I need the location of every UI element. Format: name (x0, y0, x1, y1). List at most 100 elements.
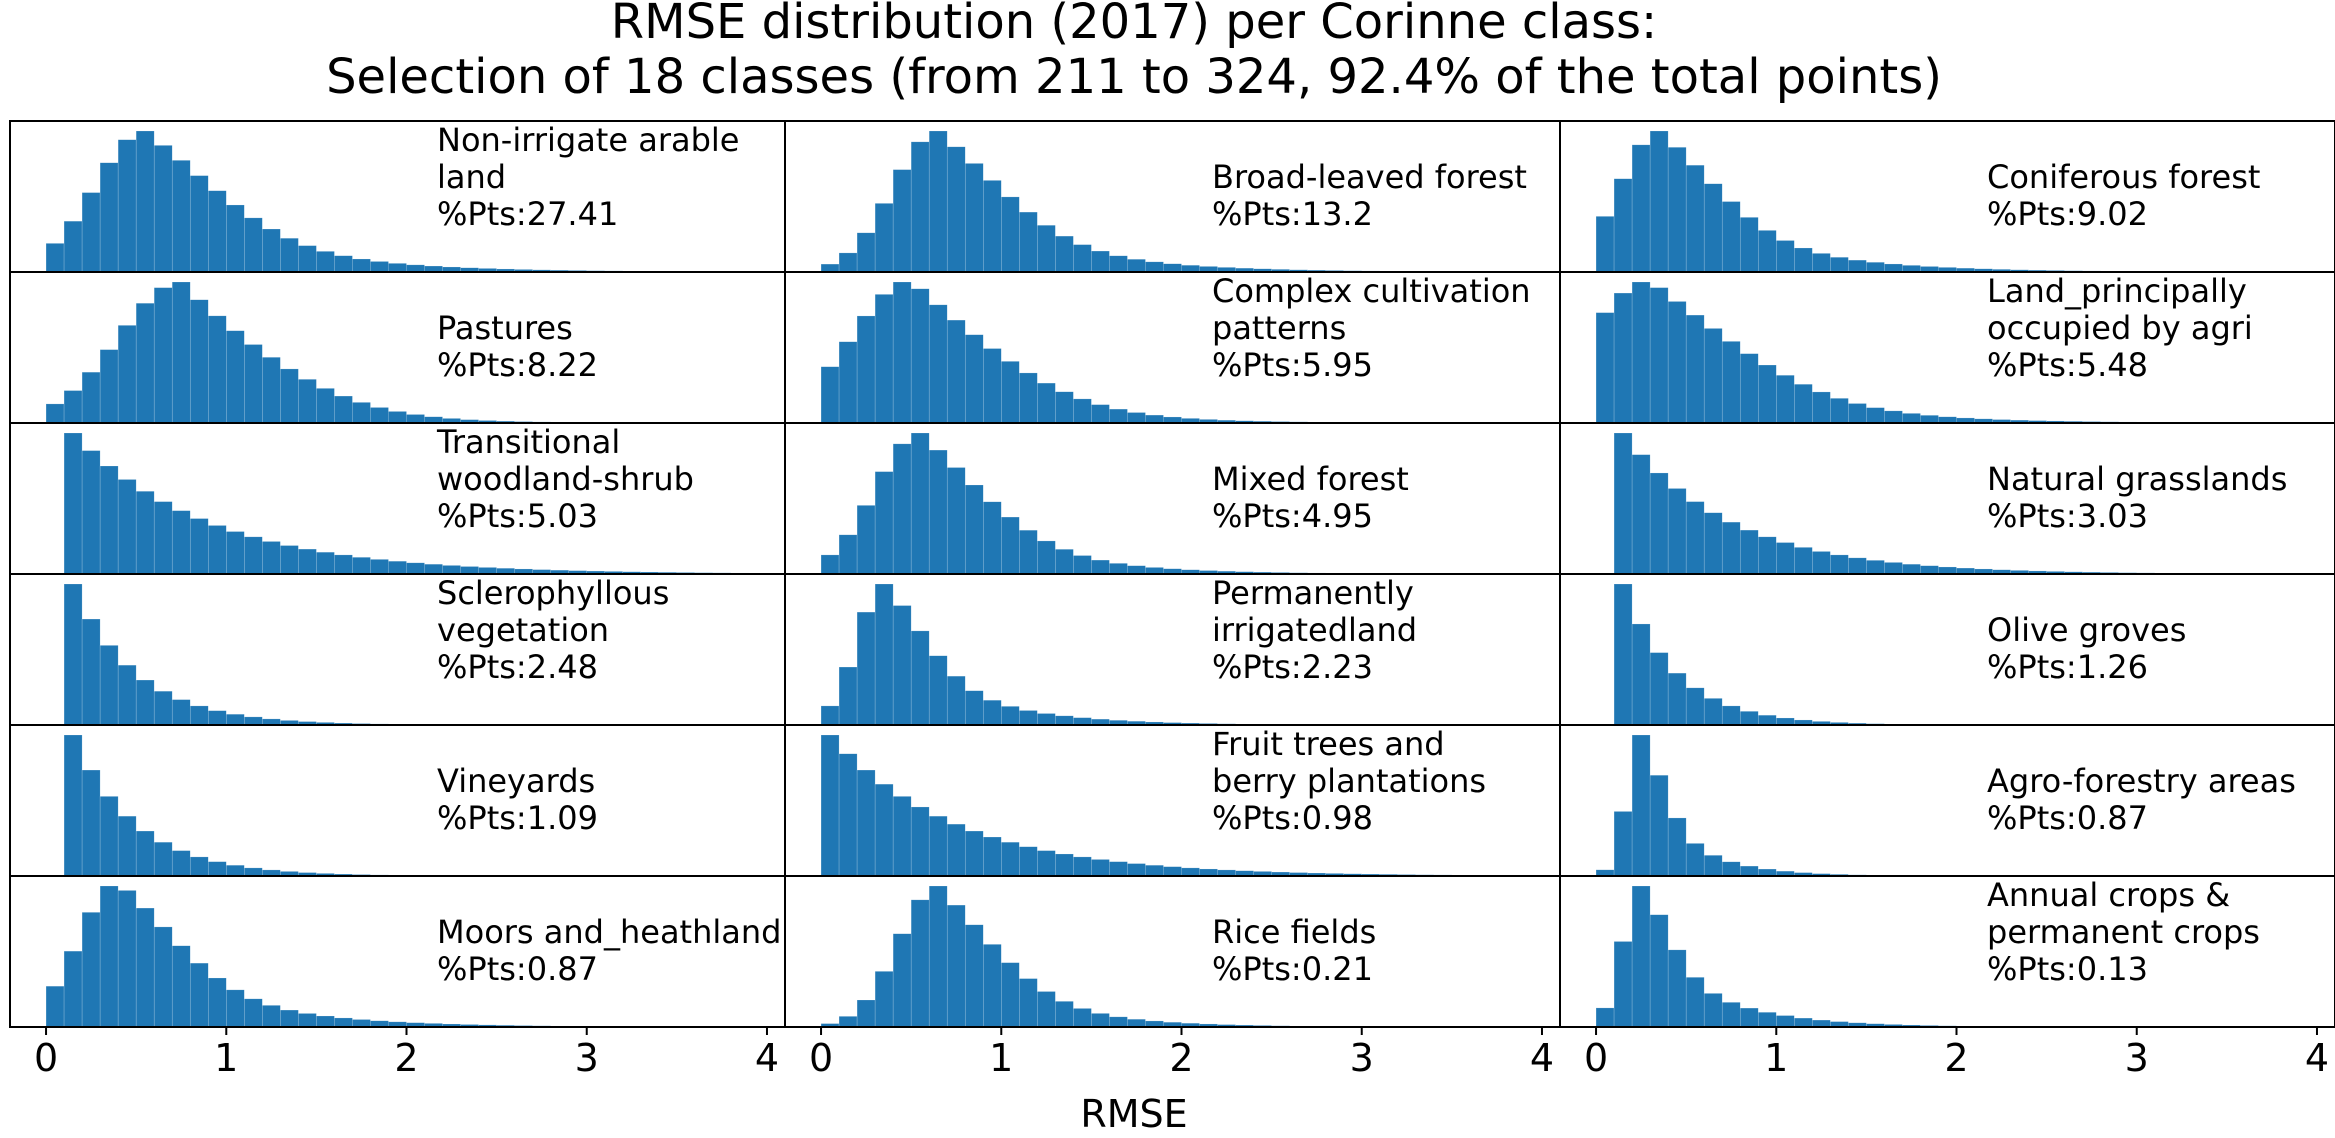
histogram-bar (1667, 301, 1687, 424)
histogram-bar (928, 449, 948, 575)
histogram-bar (1884, 562, 1903, 575)
histogram-bar (1902, 563, 1921, 575)
panel-label-line: %Pts:3.03 (1987, 497, 2148, 535)
panel-13: Vineyards%Pts:1.09 (9, 724, 786, 877)
histogram-bar (983, 180, 1002, 273)
panel-label-line: %Pts:9.02 (1987, 195, 2148, 233)
x-tick-label: 3 (2125, 1036, 2149, 1080)
histogram-bar (1091, 859, 1110, 877)
histogram-bar (928, 655, 948, 726)
histogram-bar (1866, 560, 1885, 575)
histogram-bar (1127, 863, 1146, 877)
histogram-bar (946, 904, 966, 1028)
histogram-bar (1109, 1016, 1128, 1028)
histogram-bar (910, 899, 930, 1028)
histogram-bar (171, 510, 191, 575)
panel-label-line: %Pts:5.48 (1987, 346, 2148, 384)
histogram-bar (1703, 512, 1723, 575)
panel-label-line: Vineyards (437, 762, 595, 800)
histogram-bar (838, 341, 858, 424)
histogram-bar (1037, 382, 1056, 424)
histogram-bar (1073, 717, 1092, 726)
histogram-bar (135, 679, 155, 726)
panel-label-line: %Pts:0.21 (1212, 950, 1373, 988)
histogram-bar (298, 1013, 317, 1028)
x-tick-label: 4 (755, 1036, 779, 1080)
panel-label-line: land (437, 158, 506, 196)
histogram-bar (983, 699, 1002, 726)
histogram-bar (189, 518, 209, 575)
histogram-bar (1812, 1019, 1831, 1028)
panel-label-line: Permanently (1212, 574, 1414, 612)
histogram-bar (874, 583, 894, 726)
histogram-bar (1109, 255, 1128, 273)
histogram-bar (135, 907, 155, 1028)
histogram-bar (1866, 262, 1885, 273)
panel-grid: Non-irrigate arableland%Pts:27.41Broad-l… (9, 120, 2335, 1028)
histogram-bar (1019, 372, 1038, 424)
panel-label-line: Complex cultivation (1212, 272, 1531, 310)
histogram-bar (1055, 1001, 1074, 1028)
histogram-bar (334, 255, 353, 273)
histogram-bar (262, 357, 281, 424)
histogram-bar (298, 548, 317, 575)
histogram-bar (1938, 566, 1957, 575)
histogram-bar (1703, 698, 1723, 726)
histogram-bar (153, 501, 173, 575)
histogram-bar (81, 450, 101, 575)
histogram-bar (856, 315, 876, 424)
histogram-bar (1812, 391, 1831, 424)
histogram-bar (1794, 547, 1813, 575)
histogram-bar (910, 806, 930, 877)
histogram-bar (1649, 774, 1669, 877)
histogram-bar (1703, 328, 1723, 424)
histogram-bar (1721, 1002, 1741, 1028)
histogram-bar (334, 395, 353, 424)
panel-label-line: Moors and_heathland (437, 913, 781, 951)
panel-12: Olive groves%Pts:1.26 (1559, 573, 2335, 726)
histogram-bar (352, 258, 371, 273)
histogram-bar (1758, 230, 1777, 273)
histogram-bar (1631, 144, 1651, 273)
histogram-bar (189, 856, 209, 877)
histogram-bar (63, 390, 83, 424)
panel-9: Natural grasslands%Pts:3.03 (1559, 422, 2335, 575)
histogram-bar (1794, 1017, 1813, 1028)
histogram-bar (1685, 687, 1705, 726)
histogram-bar (1667, 672, 1687, 726)
panel-label-line: %Pts:5.03 (437, 497, 598, 535)
histogram-bar (1758, 364, 1777, 424)
histogram-bar (1848, 403, 1867, 424)
histogram-bar (153, 690, 173, 726)
histogram-bar (352, 1019, 371, 1028)
histogram-bar (189, 962, 209, 1028)
histogram-bar (370, 559, 389, 575)
panel-label-line: %Pts:4.95 (1212, 497, 1373, 535)
histogram-bar (1127, 565, 1146, 575)
histogram-bar (298, 245, 317, 273)
histogram-bar (946, 467, 966, 575)
histogram-bar (1776, 240, 1795, 273)
histogram-bar (1830, 257, 1849, 273)
histogram-bar (1685, 164, 1705, 273)
histogram-bar (244, 867, 263, 877)
panel-17: Rice fields%Pts:0.21 (784, 875, 1561, 1028)
histogram-bar (1902, 413, 1921, 424)
histogram-bar (189, 299, 209, 424)
histogram-bar (1055, 549, 1074, 575)
x-tick-label: 0 (1584, 1036, 1608, 1080)
histogram-bar (1848, 259, 1867, 273)
histogram-bar (1884, 410, 1903, 424)
histogram-bar (983, 836, 1002, 877)
histogram-bar (1109, 563, 1128, 575)
histogram-bar (1127, 412, 1146, 424)
histogram-bar (1721, 341, 1741, 424)
panel-label-line: Pastures (437, 309, 573, 347)
histogram-bar (208, 977, 227, 1028)
panel-label-line: irrigatedland (1212, 611, 1417, 649)
panel-frame (1559, 875, 2335, 1028)
histogram-bar (1631, 281, 1651, 424)
histogram-bar (856, 505, 876, 575)
histogram-bar (1667, 817, 1687, 877)
